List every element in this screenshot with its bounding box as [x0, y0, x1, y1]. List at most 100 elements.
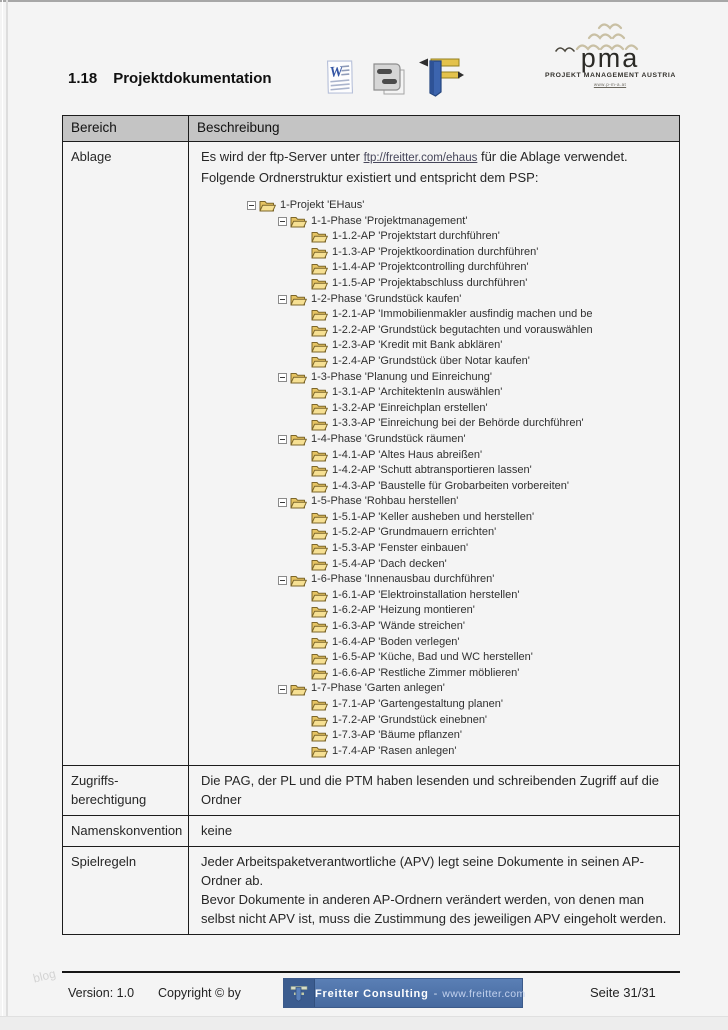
tree-item: 1-1-Phase 'Projektmanagement': [201, 214, 669, 230]
folder-icon: [311, 589, 328, 602]
table-row-namenskonvention: Namenskonvention keine: [62, 815, 680, 848]
folder-icon: [311, 308, 328, 321]
column-header-beschreibung: Beschreibung: [188, 115, 680, 142]
tree-item: 1-2.4-AP 'Grundstück über Notar kaufen': [201, 354, 669, 370]
ablage-description: Es wird der ftp-Server unter ftp://freit…: [201, 147, 669, 187]
tree-item-label: 1-Projekt 'EHaus': [280, 199, 365, 211]
folder-icon: [290, 293, 307, 306]
section-number: 1.18: [68, 70, 98, 87]
folder-icon: [290, 371, 307, 384]
tree-item: 1-2.3-AP 'Kredit mit Bank abklären': [201, 338, 669, 354]
spielregeln-paragraph-1: Jeder Arbeitspaketverantwortliche (APV) …: [201, 854, 644, 889]
tree-item-label: 1-6.1-AP 'Elektroinstallation herstellen…: [332, 588, 520, 601]
tree-item: 1-6.5-AP 'Küche, Bad und WC herstellen': [201, 650, 669, 666]
folder-icon: [311, 527, 328, 540]
ablage-text-2: für die Ablage verwendet.: [477, 149, 628, 164]
row-label-spielregeln: Spielregeln: [62, 846, 189, 936]
tree-item-label: 1-5.4-AP 'Dach decken': [332, 557, 447, 570]
row-label-namenskonvention: Namenskonvention: [62, 815, 189, 848]
table-row-ablage: Ablage Es wird der ftp-Server unter ftp:…: [62, 140, 680, 767]
folder-icon: [311, 605, 328, 618]
tree-item-label: 1-2.2-AP 'Grundstück begutachten und vor…: [332, 323, 593, 336]
freitter-banner[interactable]: Freitter Consulting - www.freitter.com: [283, 978, 526, 1008]
tree-item: 1-7.2-AP 'Grundstück einebnen': [201, 713, 669, 729]
pma-logo-tagline: www.p-m-a.at: [593, 82, 627, 87]
tree-item: 1-1.5-AP 'Projektabschluss durchführen': [201, 276, 669, 292]
zugriff-description: Die PAG, der PL und die PTM haben lesend…: [188, 765, 680, 817]
tree-item-label: 1-6.4-AP 'Boden verlegen': [332, 635, 460, 648]
tree-item: 1-2.2-AP 'Grundstück begutachten und vor…: [201, 323, 669, 339]
folder-icon: [311, 277, 328, 290]
tree-item: 1-1.2-AP 'Projektstart durchführen': [201, 229, 669, 245]
ftp-link[interactable]: ftp://freitter.com/ehaus: [363, 152, 478, 164]
folder-icon: [311, 464, 328, 477]
folder-icon: [311, 355, 328, 368]
banner-company: Freitter Consulting: [315, 988, 429, 1000]
tree-item: 1-7.3-AP 'Bäume pflanzen': [201, 728, 669, 744]
tree-item: 1-4.1-AP 'Altes Haus abreißen': [201, 448, 669, 464]
tree-item-label: 1-5.2-AP 'Grundmauern errichten': [332, 526, 497, 539]
pma-logo-text: pma: [580, 43, 640, 73]
svg-text:W: W: [329, 64, 345, 81]
tree-item-label: 1-7.1-AP 'Gartengestaltung planen': [332, 698, 503, 710]
folder-icon: [311, 698, 328, 711]
tree-item-label: 1-2.3-AP 'Kredit mit Bank abklären': [332, 339, 503, 352]
tree-item-label: 1-1.5-AP 'Projektabschluss durchführen': [332, 276, 528, 289]
tree-item: 1-2.1-AP 'Immobilienmakler ausfindig mac…: [201, 307, 669, 323]
folder-icon: [311, 729, 328, 742]
collapse-icon: [278, 497, 287, 507]
collapse-icon: [278, 575, 287, 585]
folder-icon: [311, 246, 328, 259]
tree-item-label: 1-4.2-AP 'Schutt abtransportieren lassen…: [332, 464, 532, 477]
collapse-icon: [278, 216, 287, 226]
tree-item: 1-7.1-AP 'Gartengestaltung planen': [201, 697, 669, 713]
folder-icon: [311, 324, 328, 337]
version-label: Version: 1.0: [68, 986, 135, 1000]
birds-icon: [555, 23, 639, 53]
tree-item-label: 1-2.4-AP 'Grundstück über Notar kaufen': [332, 354, 530, 367]
folder-icon: [311, 402, 328, 415]
tree-item-label: 1-4-Phase 'Grundstück räumen': [311, 432, 466, 445]
tree-item-label: 1-3.1-AP 'ArchitektenIn auswählen': [332, 386, 503, 399]
tree-item: 1-3.1-AP 'ArchitektenIn auswählen': [201, 385, 669, 401]
banner-url[interactable]: www.freitter.com: [442, 988, 526, 1000]
tree-item: 1-7.4-AP 'Rasen anlegen': [201, 744, 669, 760]
folder-icon: [311, 714, 328, 727]
row-label-ablage: Ablage: [62, 140, 189, 767]
folder-icon: [311, 542, 328, 555]
page-left-edge-line: [6, 0, 8, 1030]
folder-icon: [311, 449, 328, 462]
tree-item: 1-Projekt 'EHaus': [201, 198, 669, 214]
tree-item-label: 1-1-Phase 'Projektmanagement': [311, 214, 468, 227]
collapse-icon: [278, 684, 287, 694]
collapse-icon: [247, 201, 256, 211]
tree-item: 1-6.3-AP 'Wände streichen': [201, 619, 669, 635]
word-document-icon: W: [323, 57, 360, 102]
column-header-bereich: Bereich: [62, 115, 189, 142]
table-row-zugriff: Zugriffs-berechtigung Die PAG, der PL un…: [62, 765, 680, 817]
folder-icon: [311, 745, 328, 758]
row-label-zugriff: Zugriffs-berechtigung: [62, 765, 189, 817]
tree-item: 1-4.2-AP 'Schutt abtransportieren lassen…: [201, 463, 669, 479]
tree-item-label: 1-6.3-AP 'Wände streichen': [332, 620, 466, 633]
tree-item: 1-6.4-AP 'Boden verlegen': [201, 635, 669, 651]
tree-item: 1-5.4-AP 'Dach decken': [201, 557, 669, 573]
folder-icon: [311, 636, 328, 649]
copyright-label: Copyright © by: [158, 986, 241, 1000]
info-table: Bereich Beschreibung Ablage Es wird der …: [62, 115, 680, 936]
collapse-icon: [278, 294, 287, 304]
tree-item-label: 1-4.3-AP 'Baustelle für Grobarbeiten vor…: [332, 479, 569, 492]
tree-item: 1-3-Phase 'Planung und Einreichung': [201, 370, 669, 386]
tree-item-label: 1-7.2-AP 'Grundstück einebnen': [332, 713, 488, 726]
tree-item: 1-4-Phase 'Grundstück räumen': [201, 432, 669, 448]
watermark: blog: [31, 966, 58, 986]
folder-icon: [311, 620, 328, 633]
spielregeln-paragraph-2: Bevor Dokumente in anderen AP-Ordnern ve…: [201, 892, 667, 927]
tree-item: 1-5.3-AP 'Fenster einbauen': [201, 541, 669, 557]
page-title: 1.18 Projektdokumentation: [68, 70, 272, 87]
tree-item-label: 1-3.2-AP 'Einreichplan erstellen': [332, 401, 488, 414]
page-number: Seite 31/31: [590, 985, 656, 1000]
tree-item: 1-5.1-AP 'Keller ausheben und herstellen…: [201, 510, 669, 526]
tree-item: 1-1.4-AP 'Projektcontrolling durchführen…: [201, 260, 669, 276]
